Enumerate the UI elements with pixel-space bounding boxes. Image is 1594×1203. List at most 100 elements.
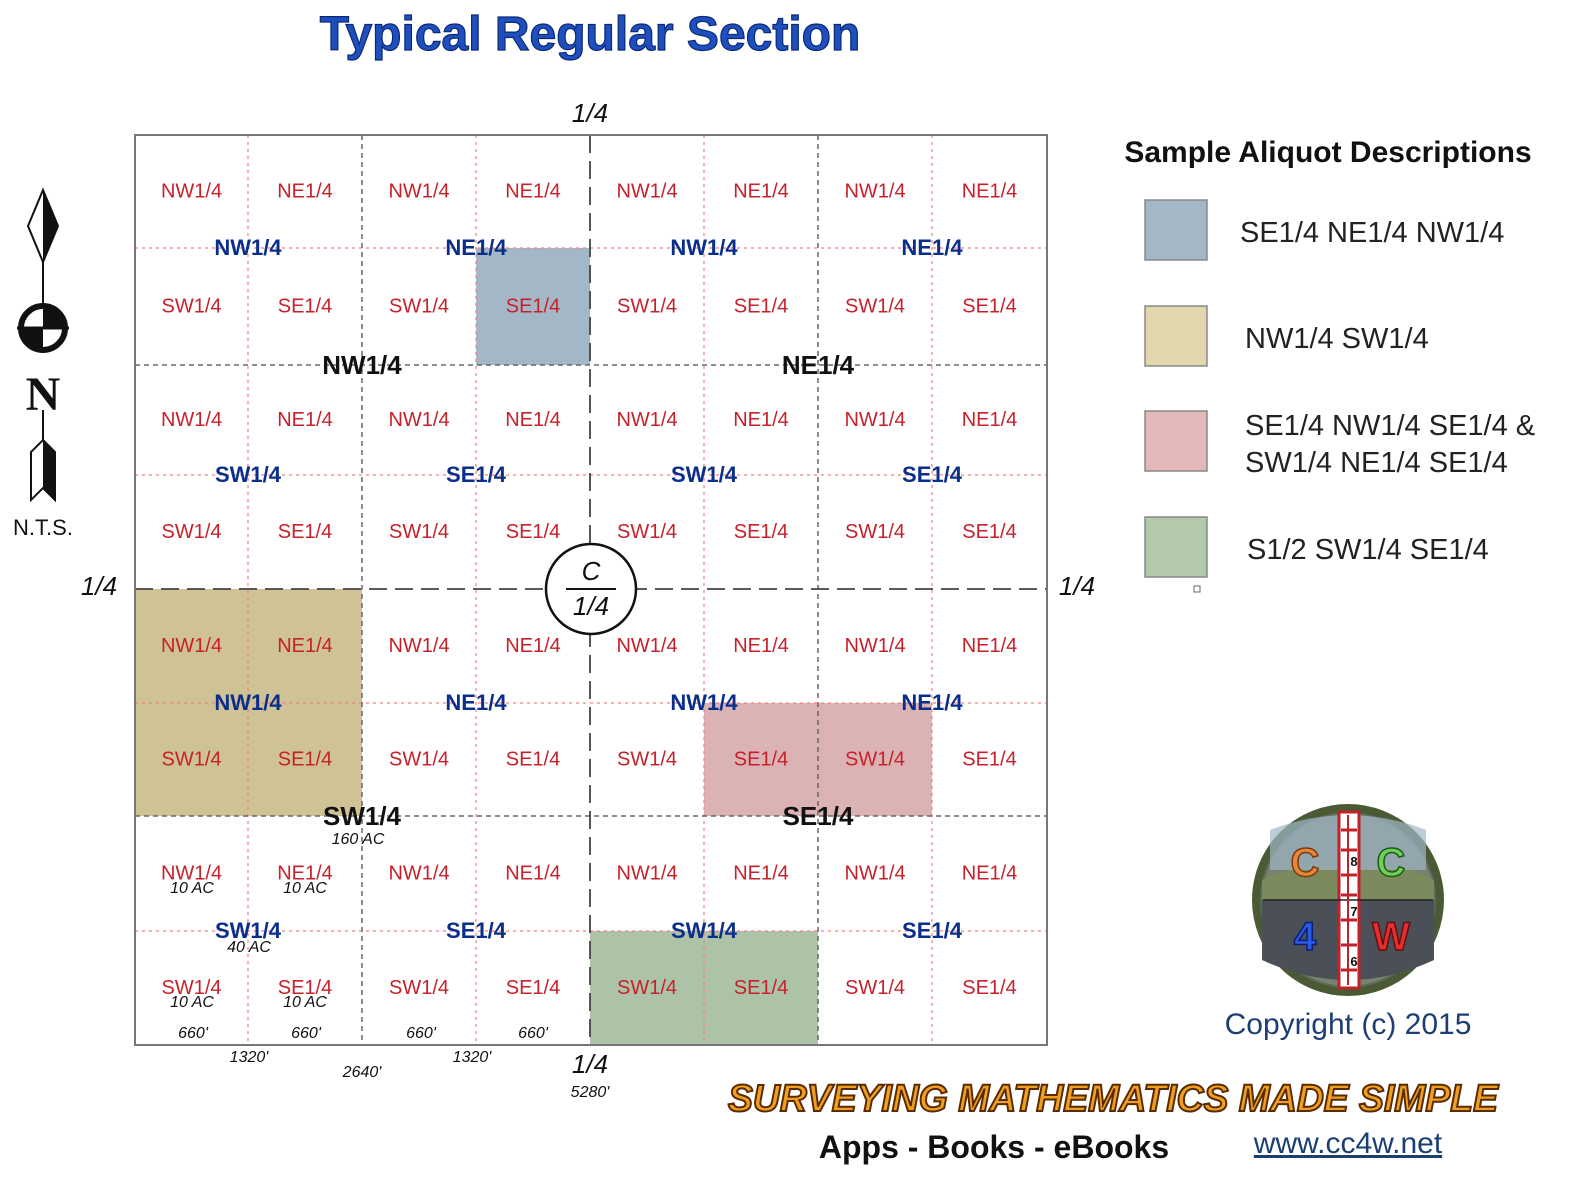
- website-link[interactable]: www.cc4w.net: [1253, 1127, 1443, 1160]
- cell-label: NE1/4: [277, 635, 333, 657]
- legend-item: SE1/4 NE1/4 NW1/4: [1144, 199, 1504, 261]
- north-arrow-icon: [17, 187, 69, 503]
- cell-label: SW1/4: [389, 977, 449, 999]
- legend-item: SE1/4 NW1/4 SE1/4 & SW1/4 NE1/4 SE1/4: [1144, 410, 1535, 479]
- center-label-bottom: 1/4: [573, 591, 609, 621]
- area-notes: 160 AC 40 AC 10 AC 10 AC 10 AC 10 AC: [170, 831, 385, 1011]
- dimension-1320: 1320': [453, 1049, 493, 1066]
- cell-label: SE1/4: [506, 749, 560, 771]
- dimension-660: 660': [518, 1025, 549, 1042]
- cell-label: SE1/4: [734, 521, 788, 543]
- quarter-label: NE1/4: [782, 350, 855, 380]
- cell-label: SE1/4: [506, 977, 560, 999]
- dimension-660: 660': [291, 1025, 322, 1042]
- cell-label: NE1/4: [505, 863, 561, 885]
- north-quarter-corner-label: 1/4: [572, 98, 608, 128]
- cell-label: SW1/4: [845, 521, 905, 543]
- cell-label: NW1/4: [844, 181, 905, 203]
- cell-label: NW1/4: [616, 635, 677, 657]
- logo-letter: 4: [1294, 915, 1317, 959]
- dimension-660: 660': [178, 1025, 209, 1042]
- forty-label: NW1/4: [214, 690, 282, 715]
- cell-label: SE1/4: [734, 749, 788, 771]
- area-note-40: 40 AC: [227, 939, 271, 956]
- legend-item: NW1/4 SW1/4: [1144, 305, 1429, 367]
- cell-label: NE1/4: [962, 863, 1018, 885]
- cell-label: SW1/4: [161, 749, 221, 771]
- forty-label: NW1/4: [670, 690, 738, 715]
- cell-label: NE1/4: [733, 863, 789, 885]
- dimension-660: 660': [406, 1025, 437, 1042]
- area-note-10: 10 AC: [170, 994, 214, 1011]
- cell-label: NE1/4: [277, 409, 333, 431]
- logo-letter: C: [1291, 841, 1320, 885]
- cell-label: SE1/4: [506, 521, 560, 543]
- legend-swatch: [1144, 199, 1208, 261]
- cell-label: NE1/4: [962, 635, 1018, 657]
- cell-label: NW1/4: [616, 409, 677, 431]
- forty-label: NE1/4: [901, 235, 963, 260]
- forty-label: NE1/4: [445, 235, 507, 260]
- cell-label: SE1/4: [962, 977, 1016, 999]
- cell-label: SW1/4: [161, 977, 221, 999]
- cell-label: SW1/4: [389, 296, 449, 318]
- cell-label: SW1/4: [389, 521, 449, 543]
- diagram-title: Typical Regular Section: [320, 8, 861, 61]
- logo-letter: C: [1377, 841, 1406, 885]
- forty-label: NW1/4: [670, 235, 738, 260]
- forty-label: SE1/4: [446, 462, 507, 487]
- cell-label: SW1/4: [617, 296, 677, 318]
- forty-label: NE1/4: [901, 690, 963, 715]
- cell-label: NW1/4: [388, 181, 449, 203]
- cell-label: SE1/4: [278, 296, 332, 318]
- area-note-160: 160 AC: [332, 831, 385, 848]
- legend-label: SE1/4 NE1/4 NW1/4: [1240, 217, 1504, 249]
- cell-label: SE1/4: [962, 296, 1016, 318]
- logo-rod-number: 6: [1350, 954, 1357, 969]
- cell-label: NE1/4: [277, 181, 333, 203]
- cell-label: NW1/4: [616, 181, 677, 203]
- legend-heading: Sample Aliquot Descriptions: [1124, 136, 1531, 169]
- cell-label: NE1/4: [505, 181, 561, 203]
- legend-swatch: [1144, 410, 1208, 472]
- cell-label: NW1/4: [161, 181, 222, 203]
- cell-label: SE1/4: [278, 977, 332, 999]
- cell-label: NW1/4: [388, 409, 449, 431]
- quarter-label: NW1/4: [322, 350, 402, 380]
- section-boundary: [134, 134, 1048, 1046]
- cell-label: SW1/4: [617, 521, 677, 543]
- cell-label: SW1/4: [389, 749, 449, 771]
- legend-label: S1/2 SW1/4 SE1/4: [1247, 534, 1489, 566]
- cell-label: SE1/4: [962, 749, 1016, 771]
- cell-label: NW1/4: [616, 863, 677, 885]
- cell-label: SE1/4: [734, 977, 788, 999]
- cell-label: NE1/4: [733, 635, 789, 657]
- area-note-10: 10 AC: [283, 994, 327, 1011]
- forty-label: SE1/4: [902, 918, 963, 943]
- cell-label: SE1/4: [962, 521, 1016, 543]
- forty-label: SE1/4: [446, 918, 507, 943]
- logo-rod-number: 7: [1350, 904, 1357, 919]
- legend-item: S1/2 SW1/4 SE1/4: [1144, 516, 1489, 578]
- cell-label: NE1/4: [733, 409, 789, 431]
- cell-label: SW1/4: [617, 749, 677, 771]
- selection-handle: [1193, 585, 1201, 593]
- legend-swatch: [1144, 305, 1208, 367]
- forty-label: NW1/4: [214, 235, 282, 260]
- cell-label: NE1/4: [962, 181, 1018, 203]
- legend-label: SE1/4 NW1/4 SE1/4 &: [1245, 410, 1535, 442]
- highlight-parcel: [476, 248, 590, 365]
- cell-label: NW1/4: [388, 635, 449, 657]
- east-quarter-corner-label: 1/4: [1059, 571, 1095, 601]
- forty-label: SW1/4: [671, 462, 738, 487]
- logo-letter: W: [1372, 915, 1410, 959]
- dimension-notes: 660' 660' 660' 660' 1320' 1320' 2640' 52…: [178, 1025, 610, 1101]
- legend-label: NW1/4 SW1/4: [1245, 323, 1429, 355]
- cell-label: NW1/4: [161, 409, 222, 431]
- forty-label: SW1/4: [215, 918, 282, 943]
- quarter-label: SE1/4: [783, 801, 854, 831]
- cell-label: NW1/4: [844, 863, 905, 885]
- cell-label: NW1/4: [388, 863, 449, 885]
- aliquot-labels: NW1/4 NE1/4 NW1/4 NE1/4 NW1/4 NE1/4 NW1/4 NE1/4…: [161, 181, 1017, 1000]
